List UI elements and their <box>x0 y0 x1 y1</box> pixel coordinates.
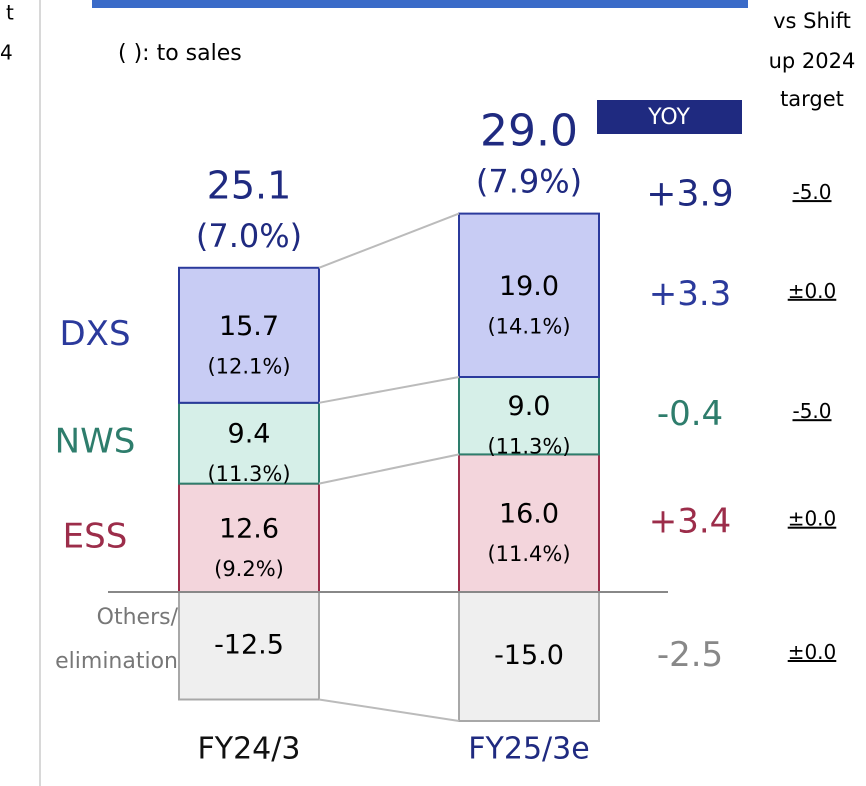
connector <box>318 376 460 404</box>
bar-segment <box>178 401 320 485</box>
target-value: ±0.0 <box>788 507 837 531</box>
yoy-value: -2.5 <box>657 635 723 675</box>
margin-label: (11.4%) <box>487 542 570 566</box>
bar-segment <box>458 212 600 378</box>
yoy-header: YOY <box>647 105 690 130</box>
series-name-box: Others/ elimination <box>55 604 178 674</box>
value-label: 9.4 <box>228 419 271 450</box>
margin-label: (14.1%) <box>487 314 570 338</box>
target-header: up 2024 <box>769 49 856 73</box>
margin-label: (9.2%) <box>214 557 284 581</box>
bar-segment <box>178 591 320 701</box>
bar-segment <box>458 591 600 722</box>
target-value: ±0.0 <box>788 279 837 303</box>
yoy-value: +3.4 <box>649 502 732 542</box>
series-name: Others/ elimination <box>55 604 178 674</box>
target-value: ±0.0 <box>788 640 837 664</box>
bar-segment <box>178 482 320 594</box>
bar-segment <box>458 453 600 593</box>
cropped-text: 4 <box>0 41 13 65</box>
bar-segment <box>458 376 600 456</box>
connector <box>318 698 460 722</box>
value-label: 15.7 <box>219 311 279 342</box>
total-margin: (7.0%) <box>196 217 302 255</box>
x-tick-label: FY25/3e <box>468 732 589 767</box>
target-value: -5.0 <box>792 399 831 423</box>
margin-label: (11.3%) <box>487 435 570 459</box>
margin-label: (12.1%) <box>207 354 290 378</box>
yoy-value: +3.3 <box>649 274 732 314</box>
target-value: -5.0 <box>792 180 831 204</box>
value-label: -15.0 <box>494 640 564 671</box>
value-label: 9.0 <box>508 391 551 422</box>
x-tick-label: FY24/3 <box>198 732 301 767</box>
bar-segment <box>178 266 320 404</box>
target-header: vs Shift <box>773 9 851 33</box>
series-name: NWS <box>55 422 136 462</box>
total-label: 29.0 <box>480 106 578 157</box>
note: ( ): to sales <box>118 41 242 66</box>
connector <box>318 212 460 269</box>
total-margin: (7.9%) <box>476 163 582 201</box>
total-label: 25.1 <box>207 163 292 207</box>
connector <box>318 453 460 485</box>
margin-label: (11.3%) <box>207 462 290 486</box>
series-name: DXS <box>59 314 130 354</box>
target-header: target <box>780 87 844 111</box>
yoy-box <box>597 100 742 134</box>
yoy-value: +3.9 <box>646 174 733 215</box>
value-label: 12.6 <box>219 513 279 544</box>
series-name: ESS <box>63 516 128 556</box>
yoy-value: -0.4 <box>657 394 723 434</box>
value-label: 16.0 <box>499 499 559 530</box>
value-label: -12.5 <box>214 629 284 660</box>
cropped-text: t <box>6 1 14 25</box>
value-label: 19.0 <box>499 271 559 302</box>
header-bar <box>92 0 748 8</box>
